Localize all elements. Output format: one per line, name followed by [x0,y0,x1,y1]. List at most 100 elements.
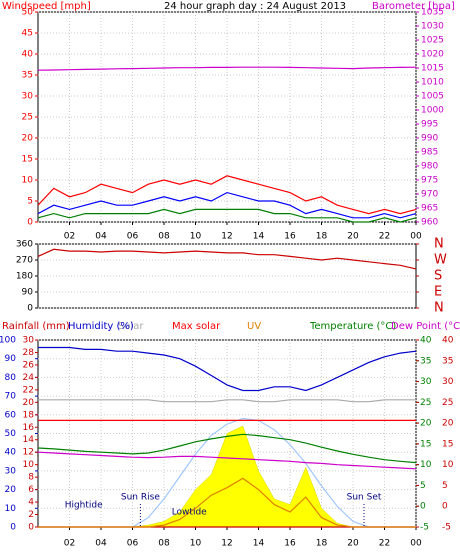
y-tick-label: 180 [16,272,33,282]
y-tick-label: 0 [27,218,33,228]
y-tick-label: N [434,237,444,252]
y-tick-label: 5 [442,481,448,491]
line [37,66,417,71]
line [37,208,417,223]
annotation: Lowtide [172,508,207,518]
y-tick-label: 10 [5,504,17,514]
y-tick-label: W [434,253,447,268]
y-tick-label: 25 [442,398,453,408]
y-tick-label: 50 [22,8,34,18]
y-tick-label: 1035 [421,8,444,18]
y-tick-label: 20 [5,485,17,495]
y-tick-label: 35 [22,71,33,81]
y-tick-label: 60 [5,410,17,420]
y-tick-label: 24 [23,373,35,383]
x-tick-label: 22 [379,232,390,242]
y-tick-label: 970 [421,190,438,200]
y-tick-label: 15 [22,155,33,165]
y-tick-label: 20 [442,419,454,429]
x-tick-label: 16 [284,232,296,242]
legend-label: Rainfall (mm) [2,321,70,332]
x-tick-label: 14 [253,232,265,242]
y-tick-label: 0 [442,502,448,512]
y-tick-label: 35 [442,356,453,366]
y-tick-label: 0 [27,304,33,314]
y-tick-label: 70 [5,392,17,402]
y-tick-label: 30 [22,92,34,102]
y-tick-label: 50 [5,429,17,439]
x-tick-label: 12 [221,232,232,242]
y-tick-label: 90 [22,288,34,298]
y-tick-label: 980 [421,162,438,172]
y-tick-label: 985 [421,148,438,158]
legend-label: Max solar [172,321,221,332]
x-tick-label: 06 [127,232,139,242]
y-tick-label: 8 [28,473,34,483]
annotation: Sun Rise [121,493,160,503]
x-tick-label: 12 [221,539,232,549]
y-tick-label: 22 [23,385,34,395]
y-tick-label: S [434,269,442,284]
y-tick-label: 5 [27,197,33,207]
x-tick-label: 02 [64,539,75,549]
y-tick-label: 40 [5,448,17,458]
x-tick-label: 10 [190,232,202,242]
y-tick-label: 15 [442,439,453,449]
x-tick-label: 06 [127,539,139,549]
y-tick-label: 1000 [421,106,444,116]
y-tick-label: N [434,301,444,316]
y-tick-label: 6 [28,485,34,495]
x-tick-label: 22 [379,539,390,549]
y-tick-label: -5 [420,523,429,533]
y-tick-label: 995 [421,120,438,130]
y-tick-label: 1010 [421,78,444,88]
x-tick-label: 00 [410,232,422,242]
y-tick-label: 0 [420,502,426,512]
x-tick-label: 18 [316,232,328,242]
y-tick-label: 0 [10,523,16,533]
y-tick-label: 2 [28,510,34,520]
x-tick-label: 10 [190,539,202,549]
x-tick-label: 14 [253,539,265,549]
y-tick-label: 5 [420,481,426,491]
line [37,451,417,470]
legend-label: Solar [118,321,144,332]
x-tick-label: 20 [347,232,359,242]
y-tick-label: 1005 [421,92,444,102]
y-tick-label: 20 [22,134,34,144]
y-tick-label: 30 [23,336,35,346]
y-tick-label: 28 [23,348,35,358]
legend-label: UV [247,321,261,332]
line [38,399,416,403]
line [37,175,417,215]
y-tick-label: 0 [28,523,34,533]
line [37,191,417,219]
y-tick-label: E [434,285,442,300]
legend-label: Windspeed [mph] [2,1,91,12]
y-tick-label: 4 [28,498,34,508]
y-tick-label: 10 [22,176,34,186]
y-tick-label: 30 [420,377,432,387]
x-tick-label: 16 [284,539,296,549]
legend-label: Dew Point (°C) [391,321,460,332]
line [37,433,417,464]
legend-label: Temperature (°C) [309,321,396,332]
y-tick-label: 1030 [421,22,444,32]
chart-title: 24 hour graph day : 24 August 2013 [164,1,346,12]
y-tick-label: 20 [23,398,35,408]
y-tick-label: 12 [23,448,34,458]
y-tick-label: 25 [22,113,33,123]
y-tick-label: 10 [420,460,432,470]
y-tick-label: 40 [22,50,34,60]
y-tick-label: 90 [5,354,17,364]
y-tick-label: 14 [23,435,35,445]
x-tick-label: 08 [158,539,170,549]
y-tick-label: 10 [23,460,35,470]
y-tick-label: 975 [421,176,438,186]
y-tick-label: 270 [16,256,33,266]
y-tick-label: 1025 [421,36,444,46]
y-tick-label: 990 [421,134,438,144]
annotation: Sun Set [347,493,382,503]
x-tick-label: 04 [95,232,107,242]
